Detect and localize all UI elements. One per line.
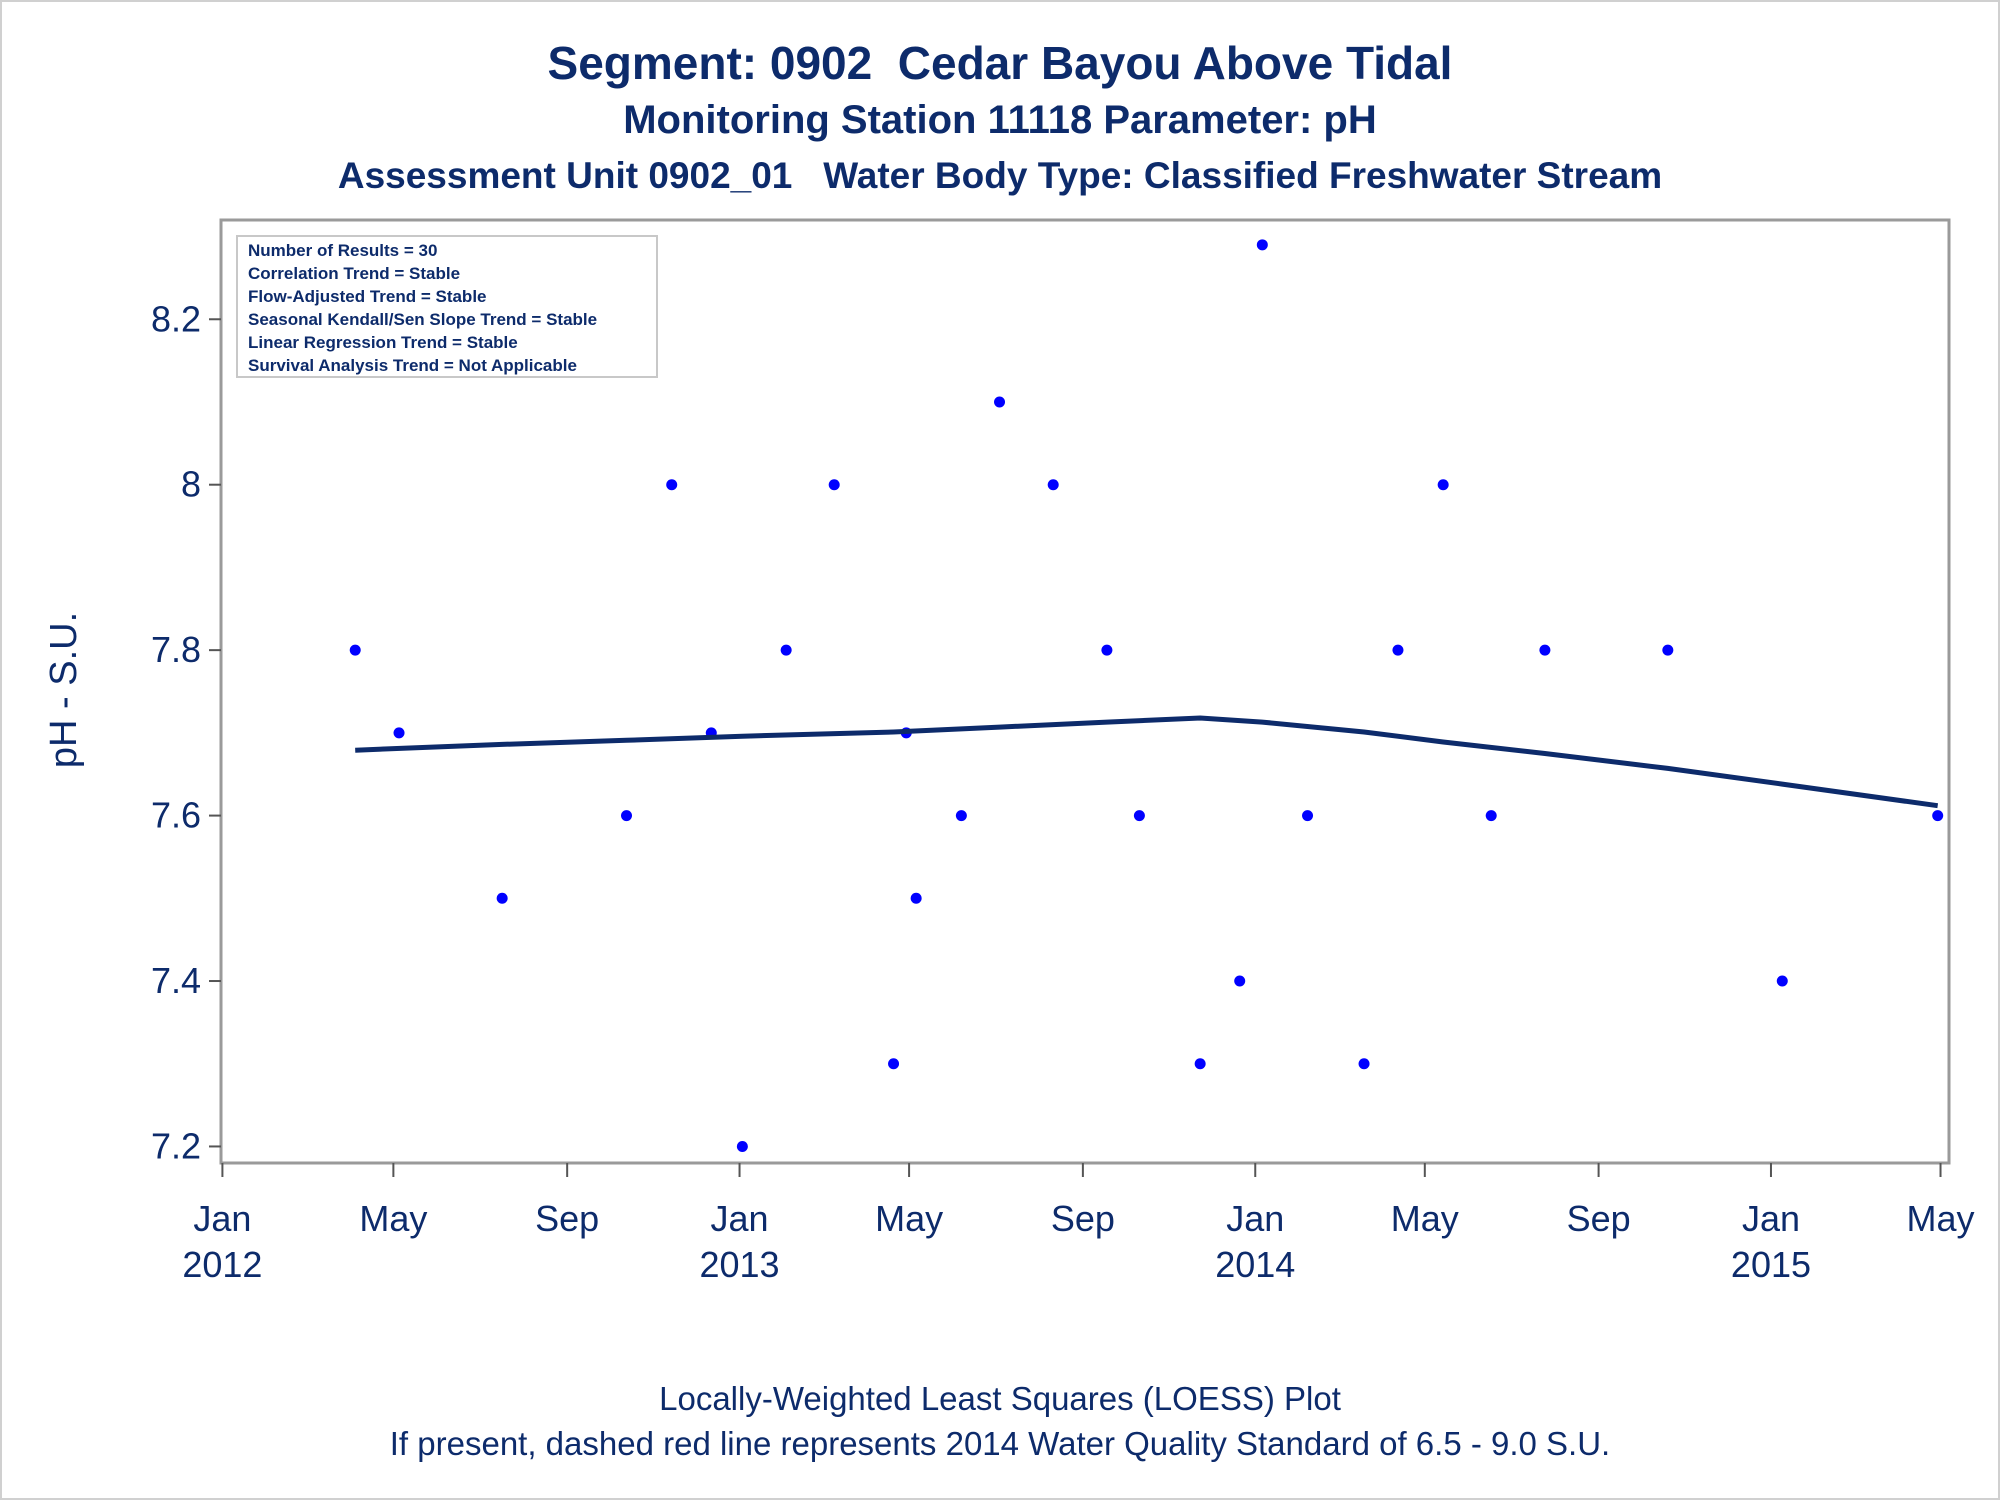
trend-summary-line: Linear Regression Trend = Stable bbox=[248, 333, 518, 352]
trend-summary-line: Seasonal Kendall/Sen Slope Trend = Stabl… bbox=[248, 310, 597, 329]
y-tick-label: 7.2 bbox=[151, 1125, 201, 1166]
data-point bbox=[1437, 479, 1449, 491]
trend-summary-line: Number of Results = 30 bbox=[248, 241, 437, 260]
x-tick-label: May bbox=[1907, 1198, 1975, 1239]
data-point bbox=[1133, 810, 1145, 822]
data-point bbox=[955, 810, 967, 822]
x-tick-label: Jan bbox=[1226, 1198, 1284, 1239]
x-tick-label: May bbox=[875, 1198, 943, 1239]
data-point bbox=[1932, 810, 1944, 822]
y-tick-label: 7.4 bbox=[151, 960, 201, 1001]
chart-subtitle-assessment: Assessment Unit 0902_01 Water Body Type:… bbox=[337, 155, 1663, 196]
trend-summary-box: Number of Results = 30 Correlation Trend … bbox=[236, 235, 658, 378]
x-tick-year-label: 2015 bbox=[1731, 1244, 1811, 1285]
data-point bbox=[888, 1058, 900, 1070]
data-point bbox=[621, 810, 633, 822]
data-point bbox=[1358, 1058, 1370, 1070]
trend-summary-border bbox=[236, 235, 658, 378]
y-tick-label: 8 bbox=[181, 464, 201, 505]
data-point bbox=[1776, 975, 1788, 987]
x-axis: Jan 2012 May Sep Jan 2013 May Sep Jan 2014 May Sep J… bbox=[182, 1163, 1975, 1285]
data-point bbox=[780, 644, 792, 656]
x-tick-label: Sep bbox=[535, 1198, 599, 1239]
data-point bbox=[1194, 1058, 1206, 1070]
trend-summary-line: Correlation Trend = Stable bbox=[248, 264, 460, 283]
x-tick-label: Sep bbox=[1051, 1198, 1115, 1239]
y-axis: 7.2 7.4 7.6 7.8 8 8.2 bbox=[151, 298, 221, 1166]
chart-title: Segment: 0902 Cedar Bayou Above Tidal bbox=[547, 37, 1453, 89]
data-point bbox=[1101, 644, 1113, 656]
data-point bbox=[1302, 810, 1314, 822]
x-tick-label: Sep bbox=[1567, 1198, 1631, 1239]
data-point bbox=[666, 479, 678, 491]
y-tick-label: 7.8 bbox=[151, 629, 201, 670]
data-point bbox=[736, 1140, 748, 1152]
trend-summary-line: Flow-Adjusted Trend = Stable bbox=[248, 287, 487, 306]
y-tick-label: 7.6 bbox=[151, 795, 201, 836]
loess-curve bbox=[355, 715, 1939, 809]
plot-area bbox=[219, 218, 1951, 1165]
data-point bbox=[393, 727, 405, 739]
data-point bbox=[349, 644, 361, 656]
x-tick-label: Jan bbox=[193, 1198, 251, 1239]
x-tick-year-label: 2012 bbox=[182, 1244, 262, 1285]
data-point bbox=[1539, 644, 1551, 656]
data-point bbox=[910, 892, 922, 904]
data-points bbox=[349, 239, 1944, 1152]
x-tick-year-label: 2014 bbox=[1215, 1244, 1295, 1285]
x-tick-label: Jan bbox=[711, 1198, 769, 1239]
data-point bbox=[1047, 479, 1059, 491]
data-point bbox=[994, 396, 1006, 408]
data-point bbox=[1256, 239, 1268, 251]
footnote-standard: If present, dashed red line represents 2… bbox=[389, 1425, 1611, 1462]
y-tick-label: 8.2 bbox=[151, 298, 201, 339]
data-point bbox=[1485, 810, 1497, 822]
chart-subtitle-station: Monitoring Station 11118 Parameter: pH bbox=[623, 98, 1377, 142]
data-point bbox=[1392, 644, 1404, 656]
y-axis-label: pH - S.U. bbox=[43, 612, 85, 768]
data-point bbox=[1662, 644, 1674, 656]
trend-summary-line: Survival Analysis Trend = Not Applicable bbox=[248, 356, 577, 375]
x-tick-year-label: 2013 bbox=[699, 1244, 779, 1285]
data-point bbox=[828, 479, 840, 491]
data-point bbox=[496, 892, 508, 904]
x-tick-label: Jan bbox=[1742, 1198, 1800, 1239]
x-tick-label: May bbox=[1391, 1198, 1459, 1239]
x-tick-label: May bbox=[359, 1198, 427, 1239]
data-point bbox=[1234, 975, 1246, 987]
footnote-loess: Locally-Weighted Least Squares (LOESS) P… bbox=[659, 1380, 1341, 1417]
